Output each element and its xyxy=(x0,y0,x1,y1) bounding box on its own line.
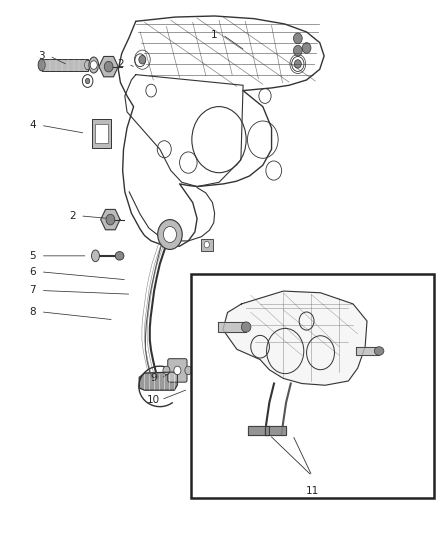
Ellipse shape xyxy=(374,347,384,356)
Text: 11: 11 xyxy=(291,467,304,477)
Ellipse shape xyxy=(38,59,45,71)
Circle shape xyxy=(106,214,115,225)
Polygon shape xyxy=(248,426,269,435)
Text: 1: 1 xyxy=(211,30,218,39)
Circle shape xyxy=(293,33,302,44)
Text: 6: 6 xyxy=(29,267,36,277)
Circle shape xyxy=(174,366,181,375)
Circle shape xyxy=(139,55,146,64)
Text: 11: 11 xyxy=(305,486,319,496)
Bar xyxy=(92,119,111,148)
Circle shape xyxy=(294,60,301,68)
Text: 9: 9 xyxy=(150,374,157,383)
Ellipse shape xyxy=(85,60,91,70)
Ellipse shape xyxy=(115,252,124,260)
Polygon shape xyxy=(139,372,177,390)
Circle shape xyxy=(293,45,302,56)
Bar xyxy=(42,59,88,71)
Circle shape xyxy=(90,61,97,69)
Bar xyxy=(191,274,434,498)
Circle shape xyxy=(158,220,182,249)
Circle shape xyxy=(163,227,177,243)
Circle shape xyxy=(163,366,170,375)
Circle shape xyxy=(85,78,90,84)
Text: 3: 3 xyxy=(38,51,45,61)
Polygon shape xyxy=(101,209,120,230)
Text: 10: 10 xyxy=(147,395,160,405)
Ellipse shape xyxy=(89,57,99,73)
Text: 7: 7 xyxy=(29,286,36,295)
Text: 8: 8 xyxy=(29,307,36,317)
Polygon shape xyxy=(356,347,379,356)
Polygon shape xyxy=(218,322,246,332)
Text: 4: 4 xyxy=(29,120,36,130)
Text: 2: 2 xyxy=(69,211,76,221)
Bar xyxy=(201,239,213,251)
Circle shape xyxy=(185,366,192,375)
Ellipse shape xyxy=(241,322,251,332)
Text: 2: 2 xyxy=(117,59,124,69)
Circle shape xyxy=(104,61,113,72)
Circle shape xyxy=(302,43,311,53)
Polygon shape xyxy=(223,291,367,385)
FancyBboxPatch shape xyxy=(168,359,187,382)
Polygon shape xyxy=(99,56,118,77)
Ellipse shape xyxy=(92,250,99,262)
Polygon shape xyxy=(265,426,286,435)
Circle shape xyxy=(204,241,209,248)
Text: 5: 5 xyxy=(29,251,36,261)
Bar xyxy=(95,124,108,143)
